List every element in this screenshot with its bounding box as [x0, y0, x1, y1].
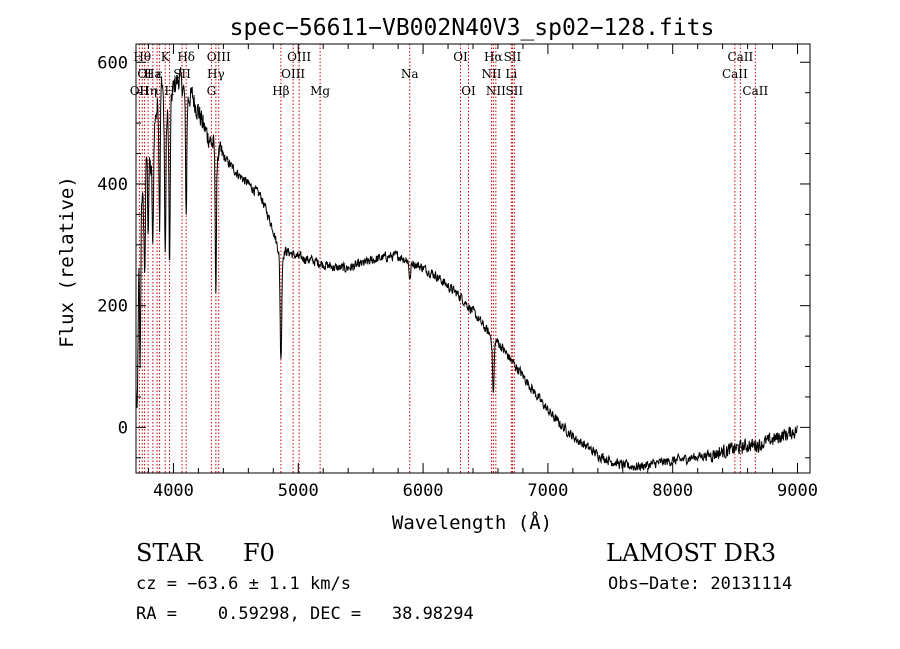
line-marker-label: Hα: [484, 50, 503, 64]
line-marker-label: NII: [486, 84, 506, 98]
object-subclass: F0: [243, 539, 275, 567]
line-marker-label: SII: [505, 84, 523, 98]
line-marker-label: Li: [505, 67, 517, 81]
x-tick-labels: 4000 5000 6000 7000 8000 9000: [153, 481, 818, 501]
line-marker-label: NII: [481, 67, 501, 81]
line-markers: [138, 44, 756, 473]
y-tick-label: 400: [97, 175, 128, 195]
x-tick-label: 6000: [403, 481, 444, 501]
line-marker-label: OI: [453, 50, 468, 64]
axis-ticks: [136, 44, 810, 473]
line-marker-label: G: [207, 84, 217, 98]
y-tick-label: 600: [97, 53, 128, 73]
x-tick-label: 8000: [652, 481, 693, 501]
y-tick-labels: 0 200 400 600: [97, 53, 128, 438]
y-tick-label: 200: [97, 297, 128, 317]
spectrum-line: [135, 67, 798, 472]
y-axis-label: Flux (relative): [56, 176, 78, 348]
line-marker-label: CaII: [742, 84, 768, 98]
coordinates: RA = 0.59298, DEC = 38.98294: [136, 604, 474, 624]
line-marker-label: OIII: [281, 67, 305, 81]
plot-frame: [135, 43, 811, 474]
line-marker-label: Hη: [139, 84, 157, 98]
line-marker-label: OIII: [207, 50, 231, 64]
line-marker-label: OI: [461, 84, 476, 98]
line-marker-labels: OII Hθ OI Hη Ha ιεK H SII Hδ G Hγ OIII Hβ OIII OIII Mg N…: [130, 50, 769, 98]
x-tick-label: 7000: [527, 481, 568, 501]
line-marker-label: ι: [155, 84, 160, 98]
line-marker-label: OIII: [287, 50, 311, 64]
line-marker-label: Hδ: [177, 50, 195, 64]
x-tick-label: 5000: [278, 481, 319, 501]
line-marker-label: OI: [137, 67, 152, 81]
line-marker-label: Na: [401, 67, 419, 81]
line-marker-label: K: [161, 50, 171, 64]
line-marker-label: Hγ: [207, 67, 225, 81]
line-marker-label: Hβ: [272, 84, 289, 98]
observation-date: Obs−Date: 20131114: [608, 574, 792, 594]
x-axis-label: Wavelength (Å): [392, 511, 552, 534]
object-class: STAR: [136, 539, 203, 567]
line-marker-label: H: [164, 84, 174, 98]
line-marker-label: ε: [156, 67, 162, 81]
x-tick-label: 9000: [777, 481, 818, 501]
line-marker-label: Mg: [310, 84, 330, 98]
y-tick-label: 0: [118, 418, 128, 438]
x-tick-label: 4000: [153, 481, 194, 501]
survey-name: LAMOST DR3: [606, 539, 776, 567]
redshift-velocity: cz = −63.6 ± 1.1 km/s: [136, 574, 351, 594]
line-marker-label: SII: [504, 50, 522, 64]
line-marker-label: CaII: [727, 50, 753, 64]
line-marker-label: CaII: [722, 67, 748, 81]
chart-title: spec−56611−VB002N40V3_sp02−128.fits: [230, 15, 715, 41]
line-marker-label: Hθ: [133, 50, 151, 64]
line-marker-label: OII: [130, 84, 150, 98]
line-marker-label: Ha: [144, 67, 162, 81]
